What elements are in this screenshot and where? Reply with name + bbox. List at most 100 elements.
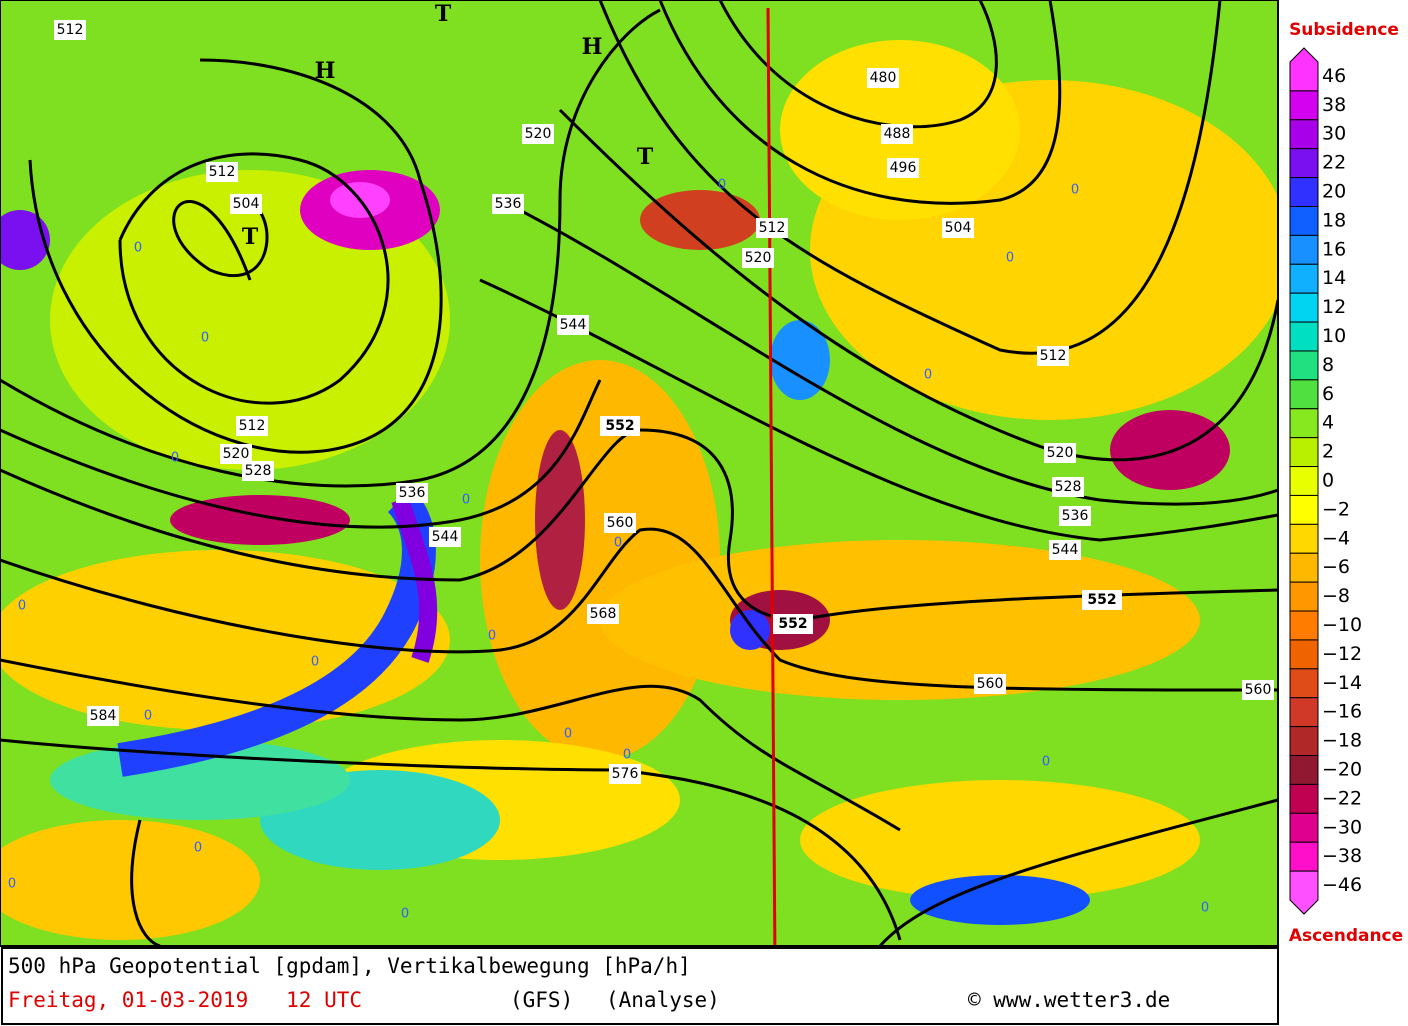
contour-label: 504 [945,220,972,236]
contour-label-box [587,604,619,624]
contour-label: 584 [90,708,117,724]
legend-swatch [1289,437,1319,468]
legend-swatch [1289,177,1319,207]
legend-label: −10 [1322,614,1362,636]
legend-label: −12 [1322,643,1362,665]
contour-label-box [54,20,86,40]
contour-label: 512 [209,164,236,180]
contour-label: 560 [607,515,634,531]
contour-label-box [230,194,262,214]
contour-label-box [1052,477,1084,497]
contour-lines [0,0,1278,946]
legend-swatch [1289,812,1319,843]
contour-label-box [1082,590,1122,610]
legend-swatch [1289,870,1319,915]
legend-label: −20 [1322,758,1362,780]
zero-label: 0 [718,178,726,193]
legend-label: −8 [1322,585,1350,607]
contour-label: 544 [432,529,459,545]
contour-label-box [887,158,919,178]
contour-label-box [220,444,252,464]
contour-label: 536 [399,485,426,501]
legend-label: 2 [1322,441,1334,463]
zero-label: 0 [8,877,16,892]
contour-label: 552 [605,418,634,434]
legend-label: 6 [1322,383,1334,405]
contour-label: 576 [612,766,639,782]
contour-label-box [1049,540,1081,560]
zero-label: 0 [18,599,26,614]
contour-label: 568 [590,606,617,622]
contour-label: 512 [759,220,786,236]
contour-label: 512 [239,418,266,434]
zero-label: 0 [311,655,319,670]
legend-label: −22 [1322,787,1362,809]
footer-run: (Analyse) [606,988,720,1012]
zero-label: 0 [1006,251,1014,266]
contour-label-box [206,162,238,182]
contour-label: 536 [1062,508,1089,524]
zero-label: 0 [401,907,409,922]
map-field [0,0,1278,946]
pressure-marker: T [435,1,452,27]
zero-label: 0 [564,727,572,742]
contour-label: 520 [223,446,250,462]
contour-label-box [1044,443,1076,463]
legend-swatch [1289,639,1319,670]
legend-swatch [1289,379,1319,410]
legend-swatch [1289,783,1319,814]
legend-swatch [1289,668,1319,699]
contour-label-box [756,218,788,238]
contour-label: 512 [1040,348,1067,364]
contour-label-box [1242,680,1274,700]
legend-title-top: Subsidence [1289,20,1399,40]
legend-swatch [1289,466,1319,496]
contour-label: 528 [1055,479,1082,495]
legend-swatch [1289,350,1319,381]
zero-label: 0 [1042,755,1050,770]
legend-swatch [1289,610,1319,641]
contour-label-box [974,674,1006,694]
legend-swatch [1289,292,1319,323]
contour-label: 480 [870,70,897,86]
contour-label-box [1059,506,1091,526]
legend-label: 22 [1322,152,1346,174]
legend-swatch [1289,552,1319,583]
footer-box [1,947,1279,1025]
map-labels: 5125125045125205285365445445365205525605… [54,20,1274,784]
contour-label: 520 [1047,445,1074,461]
contour-label: 496 [890,160,917,176]
footer-title: 500 hPa Geopotential [gpdam], Vertikalbe… [8,954,691,978]
contour-label: 552 [778,616,807,632]
legend-swatch [1289,494,1319,525]
legend: Subsidence Ascendance 463830222018161412… [1289,20,1403,946]
contour-label-box [881,124,913,144]
legend-swatch [1289,755,1319,785]
section-line [766,7,777,966]
contour-label: 536 [495,196,522,212]
contour-label: 504 [233,196,260,212]
zero-label: 0 [1071,183,1079,198]
legend-swatch [1289,321,1319,352]
contour-label-box [242,461,274,481]
legend-swatch [1289,148,1319,179]
zero-labels: 0 0 0 0 0 0 0 0 0 0 0 0 0 0 0 0 0 0 0 0 [8,178,1209,922]
zero-label: 0 [1201,901,1209,916]
zero-label: 0 [614,536,622,551]
legend-swatch [1289,90,1319,121]
contour-label-box [773,614,813,634]
legend-swatch [1289,841,1319,872]
contour-label: 512 [57,22,84,38]
zero-label: 0 [462,493,470,508]
contour-label-box [492,194,524,214]
legend-label: 12 [1322,296,1346,318]
contour-label: 520 [745,250,772,266]
legend-swatch [1289,119,1319,150]
legend-label: −18 [1322,730,1362,752]
contour-label: 528 [245,463,272,479]
map-frame [0,0,1279,947]
legend-swatch [1289,47,1319,92]
pressure-markers: T T T H H [242,1,654,250]
contour-label: 544 [560,317,587,333]
legend-swatch [1289,523,1319,554]
